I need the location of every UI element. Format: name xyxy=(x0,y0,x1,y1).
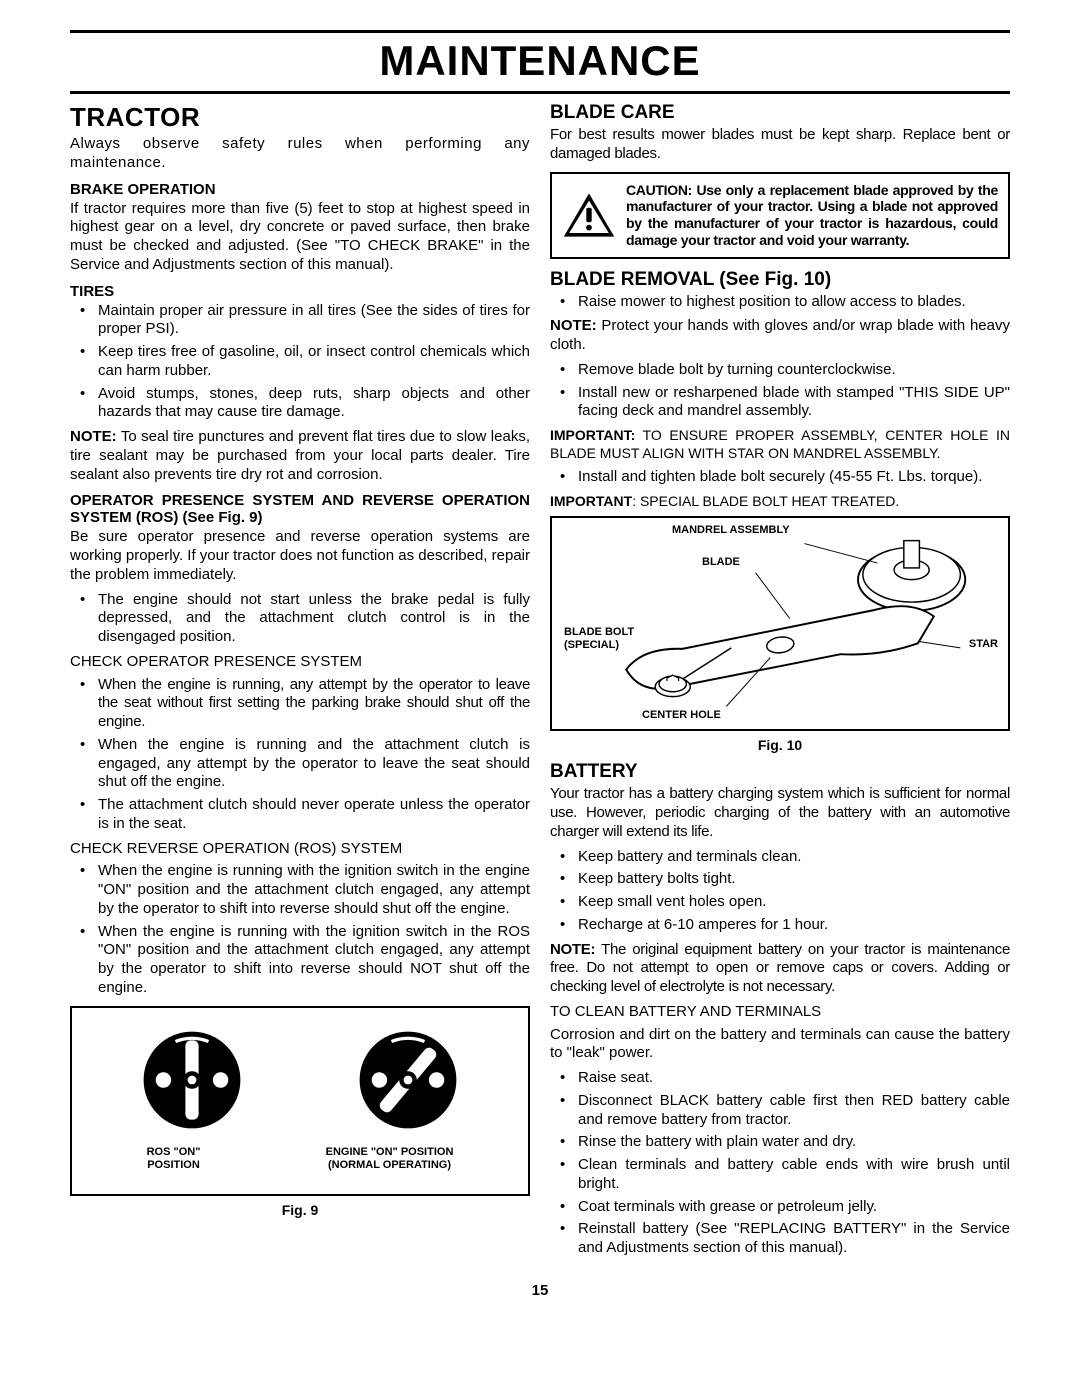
page-number: 15 xyxy=(70,1282,1010,1299)
figure-10-label: Fig. 10 xyxy=(550,737,1010,753)
engine-on-dial-icon xyxy=(353,1025,463,1135)
list-item: Clean terminals and battery cable ends w… xyxy=(578,1156,1010,1194)
list-item: The attachment clutch should never opera… xyxy=(98,796,530,834)
important-label: IMPORTANT: xyxy=(550,427,635,443)
battery-note: NOTE: The original equipment battery on … xyxy=(550,941,1010,997)
blade-removal-heading: BLADE REMOVAL (See Fig. 10) xyxy=(550,269,1010,291)
list-item: Install and tighten blade bolt securely … xyxy=(578,468,1010,487)
right-column: BLADE CARE For best results mower blades… xyxy=(550,102,1010,1264)
note-text: To seal tire punctures and prevent flat … xyxy=(70,428,530,483)
figure-10-box: MANDREL ASSEMBLY BLADE BLADE BOLT(SPECIA… xyxy=(550,516,1010,731)
fig10-mandrel-label: MANDREL ASSEMBLY xyxy=(672,524,790,536)
clean-list: Raise seat. Disconnect BLACK battery cab… xyxy=(550,1069,1010,1258)
list-item: Raise seat. xyxy=(578,1069,1010,1088)
rule-under-title xyxy=(70,91,1010,94)
clean-text: Corrosion and dirt on the battery and te… xyxy=(550,1026,1010,1064)
list-item: When the engine is running and the attac… xyxy=(98,736,530,792)
removal-list-1: Raise mower to highest position to allow… xyxy=(550,293,1010,312)
left-column: TRACTOR Always observe safety rules when… xyxy=(70,102,530,1264)
list-item: Avoid stumps, stones, deep ruts, sharp o… xyxy=(98,385,530,423)
list-item: Rinse the battery with plain water and d… xyxy=(578,1133,1010,1152)
ops-text: Be sure operator presence and reverse op… xyxy=(70,528,530,584)
list-item: Keep battery bolts tight. xyxy=(578,870,1010,889)
two-column-layout: TRACTOR Always observe safety rules when… xyxy=(70,102,1010,1264)
list-item: When the engine is running with the igni… xyxy=(98,862,530,918)
note-text: Protect your hands with gloves and/or wr… xyxy=(550,317,1010,353)
check-ops-heading: CHECK OPERATOR PRESENCE SYSTEM xyxy=(70,653,530,672)
tires-list: Maintain proper air pressure in all tire… xyxy=(70,302,530,423)
fig10-bolt-label: BLADE BOLT(SPECIAL) xyxy=(564,626,634,650)
list-item: Recharge at 6-10 amperes for 1 hour. xyxy=(578,916,1010,935)
tractor-heading: TRACTOR xyxy=(70,102,530,133)
list-item: Keep tires free of gasoline, oil, or ins… xyxy=(98,343,530,381)
caution-box: CAUTION: Use only a replacement blade ap… xyxy=(550,172,1010,259)
ros-list: When the engine is running with the igni… xyxy=(70,862,530,997)
ops-list-2: When the engine is running, any attempt … xyxy=(70,676,530,834)
list-item: Coat terminals with grease or petroleum … xyxy=(578,1198,1010,1217)
list-item: Keep battery and terminals clean. xyxy=(578,848,1010,867)
list-item: Remove blade bolt by turning countercloc… xyxy=(578,361,1010,380)
list-item: The engine should not start unless the b… xyxy=(98,591,530,647)
note-text: The original equipment battery on your t… xyxy=(550,941,1010,996)
clean-heading: TO CLEAN BATTERY AND TERMINALS xyxy=(550,1003,1010,1022)
fig9-cap-left: ROS "ON"POSITION xyxy=(147,1146,201,1172)
list-item: When the engine is running, any attempt … xyxy=(98,676,530,732)
ros-on-dial-icon xyxy=(137,1025,247,1135)
blade-care-text: For best results mower blades must be ke… xyxy=(550,126,1010,164)
list-item: Install new or resharpened blade with st… xyxy=(578,384,1010,422)
blade-assembly-diagram-icon xyxy=(560,526,1000,721)
list-item: Reinstall battery (See "REPLACING BATTER… xyxy=(578,1220,1010,1258)
important-text: : SPECIAL BLADE BOLT HEAT TREATED. xyxy=(632,493,899,509)
caution-text: CAUTION: Use only a replacement blade ap… xyxy=(626,182,998,249)
brake-heading: BRAKE OPERATION xyxy=(70,181,530,198)
list-item: Raise mower to highest position to allow… xyxy=(578,293,1010,312)
tires-heading: TIRES xyxy=(70,283,530,300)
ops-heading: OPERATOR PRESENCE SYSTEM AND REVERSE OPE… xyxy=(70,492,530,526)
list-item: Maintain proper air pressure in all tire… xyxy=(98,302,530,340)
blade-care-heading: BLADE CARE xyxy=(550,102,1010,124)
removal-note: NOTE: Protect your hands with gloves and… xyxy=(550,317,1010,355)
fig10-center-label: CENTER HOLE xyxy=(642,709,721,721)
fig9-cap-right: ENGINE "ON" POSITION(NORMAL OPERATING) xyxy=(326,1146,454,1172)
note-label: NOTE: xyxy=(70,428,117,445)
ops-list-1: The engine should not start unless the b… xyxy=(70,591,530,647)
removal-list-2: Remove blade bolt by turning countercloc… xyxy=(550,361,1010,421)
list-item: Keep small vent holes open. xyxy=(578,893,1010,912)
removal-list-3: Install and tighten blade bolt securely … xyxy=(550,468,1010,487)
list-item: Disconnect BLACK battery cable first the… xyxy=(578,1092,1010,1130)
note-label: NOTE: xyxy=(550,941,595,958)
figure-9-box: ROS "ON"POSITION ENGINE "ON" POSITION(NO… xyxy=(70,1006,530,1196)
list-item: When the engine is running with the igni… xyxy=(98,923,530,998)
brake-text: If tractor requires more than five (5) f… xyxy=(70,200,530,275)
tires-note: NOTE: To seal tire punctures and prevent… xyxy=(70,428,530,484)
important-1: IMPORTANT: TO ENSURE PROPER ASSEMBLY, CE… xyxy=(550,427,1010,462)
figure-9-dials xyxy=(84,1020,516,1140)
check-ros-heading: CHECK REVERSE OPERATION (ROS) SYSTEM xyxy=(70,840,530,859)
fig10-blade-label: BLADE xyxy=(702,556,740,568)
battery-list: Keep battery and terminals clean. Keep b… xyxy=(550,848,1010,935)
fig10-star-label: STAR xyxy=(969,638,998,650)
figure-9-captions: ROS "ON"POSITION ENGINE "ON" POSITION(NO… xyxy=(84,1146,516,1172)
rule-top xyxy=(70,30,1010,33)
important-label: IMPORTANT xyxy=(550,493,632,509)
tractor-intro: Always observe safety rules when perform… xyxy=(70,135,530,173)
important-2: IMPORTANT: SPECIAL BLADE BOLT HEAT TREAT… xyxy=(550,493,1010,511)
page-title: MAINTENANCE xyxy=(70,37,1010,85)
figure-9-label: Fig. 9 xyxy=(70,1202,530,1218)
battery-text: Your tractor has a battery charging syst… xyxy=(550,785,1010,841)
battery-heading: BATTERY xyxy=(550,761,1010,783)
note-label: NOTE: xyxy=(550,317,597,334)
caution-triangle-icon xyxy=(562,182,616,249)
